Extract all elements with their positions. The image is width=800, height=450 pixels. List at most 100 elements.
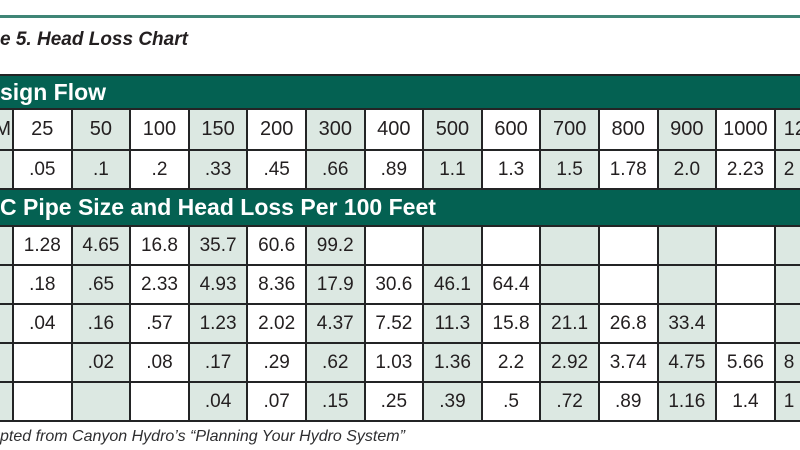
head-loss-cell — [0, 344, 14, 381]
head-loss-cell: 26.8 — [599, 305, 659, 342]
head-loss-cell: .07 — [248, 383, 307, 420]
gpm-cell: 200 — [248, 110, 307, 149]
head-loss-cell: .08 — [131, 344, 190, 381]
head-loss-cell: .04 — [189, 383, 249, 420]
head-loss-cell: 2.33 — [131, 266, 190, 303]
velocity-cell: 1.5 — [541, 151, 600, 188]
head-loss-rows-container: 1.28 4.65 16.8 35.7 60.6 99.2.18.65 2.33 4.93 8.… — [0, 227, 800, 422]
head-loss-cell: 1 — [775, 383, 800, 420]
head-loss-cell — [658, 227, 718, 264]
gpm-cell: 1000 — [717, 110, 776, 149]
velocity-cell: 1.3 — [482, 151, 542, 188]
head-loss-cell — [541, 266, 600, 303]
head-loss-cell: .72 — [541, 383, 600, 420]
source-note-text: pted from Canyon Hydro’s “Planning Your … — [0, 428, 405, 445]
head-loss-cell — [0, 266, 14, 303]
head-loss-cell — [14, 383, 73, 420]
head-loss-cell: 2.92 — [541, 344, 600, 381]
head-loss-row: .18.65 2.33 4.93 8.36 17.9 30.6 46.1 64.4 — [0, 266, 800, 305]
head-loss-cell — [775, 305, 800, 342]
section-header-design-flow: sign Flow — [0, 76, 800, 110]
head-loss-cell: .02 — [72, 344, 132, 381]
head-loss-cell — [599, 266, 659, 303]
head-loss-cell — [717, 266, 776, 303]
gpm-cell: 300 — [306, 110, 366, 149]
gpm-cell: 700 — [541, 110, 600, 149]
gpm-cell: 600 — [482, 110, 542, 149]
head-loss-cell: 46.1 — [424, 266, 483, 303]
head-loss-cell: 35.7 — [189, 227, 249, 264]
gpm-header-row: M255010015020030040050060070080090010001… — [0, 110, 800, 151]
head-loss-cell: 21.1 — [541, 305, 600, 342]
velocity-cell: .1 — [72, 151, 132, 188]
velocity-row: .05.1.2.33.45.66.89 1.1 1.3 1.5 1.78 2.0 2.23 2 — [0, 151, 800, 190]
gpm-cell: 25 — [14, 110, 73, 149]
head-loss-cell — [717, 305, 776, 342]
head-loss-cell — [365, 227, 425, 264]
gpm-cell: M — [0, 110, 14, 149]
source-note-row: pted from Canyon Hydro’s “Planning Your … — [0, 422, 800, 450]
head-loss-cell: 60.6 — [248, 227, 307, 264]
head-loss-cell: 8 — [775, 344, 800, 381]
head-loss-cell: .25 — [365, 383, 425, 420]
velocity-cell: .66 — [306, 151, 366, 188]
head-loss-cell — [599, 227, 659, 264]
section-header-design-flow-label: sign Flow — [0, 78, 107, 105]
head-loss-cell: .04 — [14, 305, 73, 342]
head-loss-cell — [482, 227, 542, 264]
head-loss-cell: 11.3 — [424, 305, 483, 342]
section-header-pipe-size: C Pipe Size and Head Loss Per 100 Feet — [0, 190, 800, 227]
head-loss-cell: 99.2 — [306, 227, 366, 264]
head-loss-cell: .65 — [72, 266, 132, 303]
head-loss-cell — [717, 227, 776, 264]
head-loss-cell: 1.28 — [14, 227, 73, 264]
velocity-cell — [0, 151, 14, 188]
head-loss-cell: 1.03 — [365, 344, 425, 381]
head-loss-cell: 1.23 — [189, 305, 249, 342]
section-header-pipe-size-label: C Pipe Size and Head Loss Per 100 Feet — [0, 194, 436, 220]
velocity-cell: 2.0 — [658, 151, 718, 188]
head-loss-cell: 17.9 — [306, 266, 366, 303]
head-loss-cell: .16 — [72, 305, 132, 342]
gpm-cell: 100 — [131, 110, 190, 149]
head-loss-cell: 2.02 — [248, 305, 307, 342]
head-loss-cell: 33.4 — [658, 305, 718, 342]
velocity-cell: .05 — [14, 151, 73, 188]
head-loss-cell — [775, 266, 800, 303]
head-loss-cell — [0, 227, 14, 264]
velocity-cell: .89 — [365, 151, 425, 188]
gpm-cell: 900 — [658, 110, 718, 149]
head-loss-row: .02.08.17.29.62 1.03 1.36 2.2 2.92 3.74 4.75 5.… — [0, 344, 800, 383]
head-loss-table: sign Flow M25501001502003004005006007008… — [0, 74, 800, 450]
head-loss-cell: 5.66 — [717, 344, 776, 381]
head-loss-cell: 4.75 — [658, 344, 718, 381]
head-loss-cell: .29 — [248, 344, 307, 381]
head-loss-cell — [541, 227, 600, 264]
head-loss-cell: 1.4 — [717, 383, 776, 420]
velocity-cell: 1.78 — [599, 151, 659, 188]
head-loss-cell: 30.6 — [365, 266, 425, 303]
velocity-cell: .33 — [189, 151, 249, 188]
head-loss-cell — [658, 266, 718, 303]
head-loss-cell: 1.36 — [424, 344, 483, 381]
head-loss-cell: .89 — [599, 383, 659, 420]
head-loss-cell: .39 — [424, 383, 483, 420]
head-loss-row: 1.28 4.65 16.8 35.7 60.6 99.2 — [0, 227, 800, 266]
table-caption: e 5. Head Loss Chart — [0, 29, 188, 50]
head-loss-cell: 15.8 — [482, 305, 542, 342]
head-loss-cell: 1.16 — [658, 383, 718, 420]
head-loss-cell: .5 — [482, 383, 542, 420]
head-loss-cell: 2.2 — [482, 344, 542, 381]
head-loss-cell: .57 — [131, 305, 190, 342]
head-loss-cell: .62 — [306, 344, 366, 381]
head-loss-cell — [424, 227, 483, 264]
head-loss-cell — [14, 344, 73, 381]
head-loss-cell: 64.4 — [482, 266, 542, 303]
velocity-cell: 1.1 — [424, 151, 483, 188]
head-loss-cell — [0, 305, 14, 342]
head-loss-cell: .15 — [306, 383, 366, 420]
velocity-cell: .45 — [248, 151, 307, 188]
head-loss-cell: .17 — [189, 344, 249, 381]
head-loss-cell: 4.37 — [306, 305, 366, 342]
